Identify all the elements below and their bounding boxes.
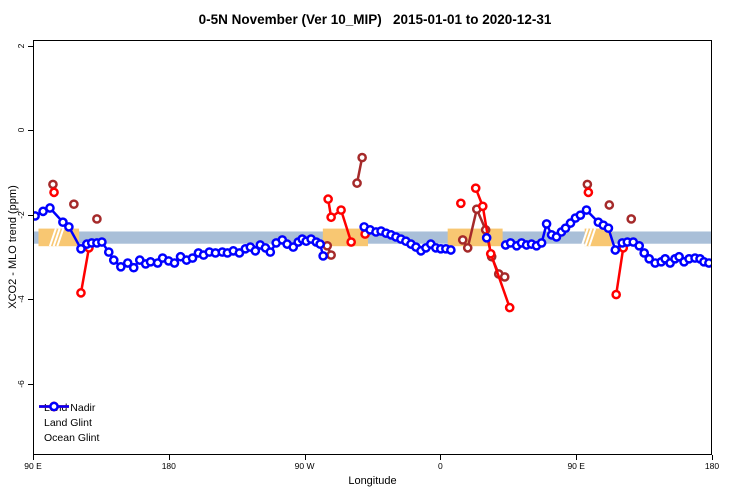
data-point-ocean-glint [169,258,180,268]
y-tick-label: 2 [16,43,26,49]
data-point-land-glint [76,288,86,298]
data-point-land-glint [49,187,59,198]
data-point-land-nadir [352,178,362,188]
data-point-land-nadir [69,199,79,210]
y-tick-label: 0 [16,128,26,133]
data-point-ocean-glint [581,205,592,215]
data-point-land-glint [504,302,515,313]
data-point-land-glint [336,205,346,215]
x-tick-mark [33,455,34,460]
legend-marker-ocean-glint [39,401,69,412]
data-point-land-nadir [92,214,102,224]
data-point-ocean-glint [318,251,328,261]
series-ocean-glint [34,203,711,273]
data-point-ocean-glint [128,262,139,273]
data-point-ocean-glint [103,247,114,257]
data-point-ocean-glint [64,222,74,232]
y-axis-title: XCO2 - MLO trend (ppm) [7,185,19,309]
data-point-ocean-glint [634,240,645,251]
data-point-land-nadir [48,179,58,190]
hatch-mark [580,228,589,247]
x-tick-mark [576,455,578,460]
data-point-land-glint [611,289,622,300]
data-point-ocean-glint [76,243,86,254]
y-tick-mark [28,214,33,216]
data-point-ocean-glint [108,255,119,265]
data-point-ocean-glint [58,217,68,228]
data-point-ocean-glint [704,258,711,268]
x-tick-mark [440,455,442,460]
data-point-ocean-glint [97,237,107,247]
data-point-ocean-glint [541,219,552,229]
data-point-land-nadir [326,250,336,260]
highlight-segment [38,228,80,247]
data-point-land-nadir [604,200,615,210]
chart-canvas [34,152,711,313]
x-tick-mark [712,455,713,460]
data-point-land-glint [326,212,336,223]
data-point-land-glint [583,187,594,198]
highlight-segment [447,228,503,247]
data-point-land-glint [456,198,466,209]
x-tick-label: 90 E [567,461,585,471]
data-point-ocean-glint [250,246,261,256]
data-point-ocean-glint [315,239,325,249]
y-tick-label: -6 [16,380,26,388]
data-point-land-nadir [457,235,468,245]
x-tick-mark [168,455,170,460]
data-point-ocean-glint [603,223,614,234]
data-point-ocean-glint [187,253,198,263]
data-point-ocean-glint [610,245,621,255]
data-point-ocean-glint [116,261,126,272]
hatch-mark [52,228,61,247]
data-point-land-glint [323,194,333,204]
data-point-land-nadir [582,179,593,190]
legend: Land Nadir Land Glint Ocean Glint [37,400,99,445]
x-tick-label: 0 [438,461,443,471]
plot-area: Land Nadir Land Glint Ocean Glint [33,40,712,455]
data-point-land-nadir [357,152,367,163]
data-point-land-glint [485,248,496,259]
hatch-mark [588,228,597,247]
y-tick-mark [28,45,33,47]
data-point-land-glint [477,201,488,212]
data-point-land-glint [470,183,481,194]
y-tick-label: -2 [16,211,26,219]
x-tick-mark [304,455,306,460]
data-point-ocean-glint [446,245,456,255]
data-point-ocean-glint [45,203,55,213]
data-point-land-nadir [499,272,510,282]
hatch-mark [584,228,593,247]
data-point-land-glint [346,237,356,247]
legend-item-ocean-glint: Ocean Glint [37,401,100,445]
legend-label: Ocean Glint [44,431,100,444]
data-point-ocean-glint [575,210,586,220]
data-point-land-nadir [462,243,473,253]
highlight-segment [322,228,369,247]
data-point-ocean-glint [34,211,40,221]
x-tick-label: 90 W [294,461,315,471]
data-point-ocean-glint [265,247,276,257]
data-point-ocean-glint [639,248,650,258]
y-tick-mark [28,384,33,385]
legend-label: Land Glint [44,416,92,429]
hatch-mark [48,228,57,247]
x-tick-label: 90 E [24,461,42,471]
data-point-ocean-glint [481,233,492,243]
y-tick-mark [28,130,33,132]
data-point-ocean-glint [536,238,547,248]
y-tick-mark [28,299,33,301]
data-point-ocean-glint [122,258,133,268]
y-tick-label: -4 [16,295,26,304]
x-tick-label: 180 [161,461,176,471]
data-point-land-nadir [626,214,637,224]
chart-title: 0-5N November (Ver 10_MIP) 2015-01-01 to… [198,12,552,27]
hatch-mark [56,228,65,247]
x-tick-label: 180 [704,461,720,471]
x-axis-title: Longitude [348,475,397,487]
